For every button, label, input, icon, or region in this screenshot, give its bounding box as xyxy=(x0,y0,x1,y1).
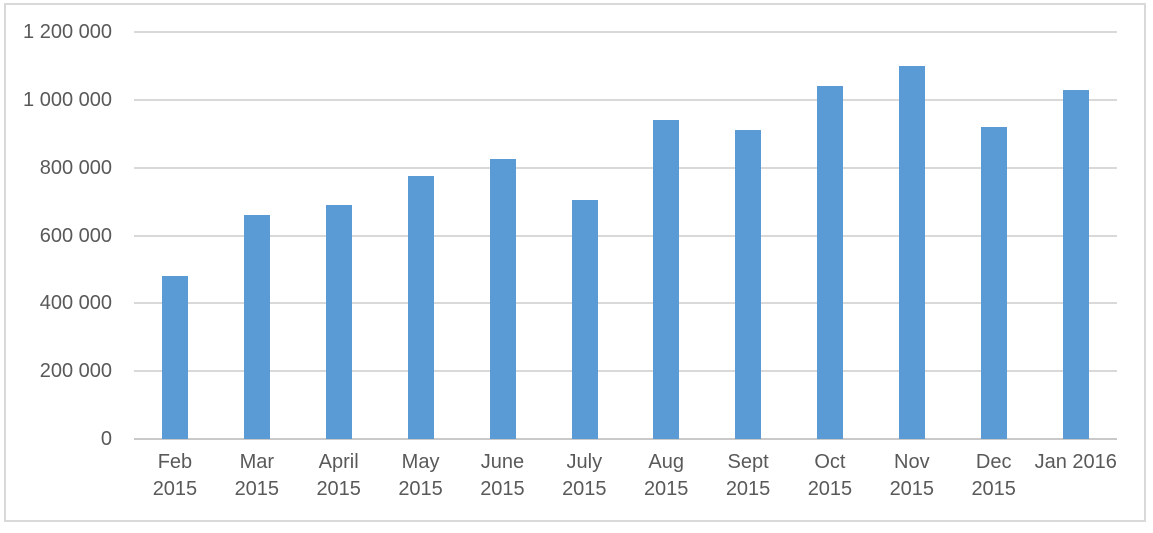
y-axis-labels: 0 200 000 400 000 600 000 800 000 1 000 000 1 … xyxy=(0,22,112,449)
x-tick-label-may-2015: May 2015 xyxy=(380,449,462,503)
x-tick-label-line: Sept xyxy=(727,451,769,473)
x-tick-label-line: 2015 xyxy=(725,478,771,500)
gridline-0 xyxy=(134,438,1117,440)
gridline-200000 xyxy=(134,370,1117,373)
x-tick-label-april-2015: April 2015 xyxy=(298,449,380,503)
bar-nov-2015 xyxy=(899,65,926,439)
bar-cell-jan-2016 xyxy=(1035,32,1117,439)
bar-cell-may-2015 xyxy=(380,32,462,439)
gridline-1000000 xyxy=(134,98,1117,101)
x-tick-label-line: Nov xyxy=(894,451,930,473)
y-tick-label-800000: 800 000 xyxy=(39,156,112,179)
x-tick-label-line: Jan 2016 xyxy=(1034,451,1117,473)
bar-cell-sept-2015 xyxy=(707,32,789,439)
x-tick-label-line: 2015 xyxy=(152,478,198,500)
x-tick-label-june-2015: June 2015 xyxy=(462,449,544,503)
x-tick-label-sept-2015: Sept 2015 xyxy=(707,449,789,503)
x-tick-label-line: 2015 xyxy=(562,478,607,500)
x-tick-label-line: 2015 xyxy=(316,478,361,500)
bar-sept-2015 xyxy=(735,130,762,439)
bar-jan-2016 xyxy=(1063,89,1090,439)
bar-cell-oct-2015 xyxy=(789,32,871,439)
x-tick-label-aug-2015: Aug 2015 xyxy=(625,449,707,503)
bar-june-2015 xyxy=(489,159,516,439)
gridline-1200000 xyxy=(134,31,1117,33)
bar-cell-june-2015 xyxy=(462,32,544,439)
x-tick-label-line: 2015 xyxy=(480,478,525,500)
x-tick-label-line: Mar xyxy=(239,451,275,473)
bar-cell-july-2015 xyxy=(544,32,626,439)
bar-aug-2015 xyxy=(653,120,680,439)
x-tick-label-line: 2015 xyxy=(971,478,1016,500)
bar-oct-2015 xyxy=(817,86,844,439)
y-tick-label-400000: 400 000 xyxy=(39,292,112,315)
gridline-600000 xyxy=(134,234,1117,237)
x-tick-label-july-2015: July 2015 xyxy=(543,449,625,503)
y-tick-label-200000: 200 000 xyxy=(39,360,112,383)
x-axis-labels: Feb 2015 Mar 2015 April 2015 May 2015 June 2015 Ju… xyxy=(134,449,1117,503)
x-tick-label-line: Oct xyxy=(814,451,846,473)
x-tick-label-line: July xyxy=(566,451,603,473)
y-tick-label-1000000: 1 000 000 xyxy=(23,88,112,111)
y-tick-label-1200000: 1 200 000 xyxy=(23,21,112,43)
bar-feb-2015 xyxy=(161,276,188,439)
gridline-800000 xyxy=(134,166,1117,169)
x-tick-label-line: Feb xyxy=(157,451,193,473)
x-tick-label-line: May xyxy=(401,451,440,473)
x-tick-label-line: 2015 xyxy=(807,478,853,500)
x-tick-label-jan-2016: Jan 2016 xyxy=(1035,449,1117,503)
y-tick-label-0: 0 xyxy=(100,428,112,450)
x-tick-label-line: Dec xyxy=(975,451,1012,473)
bar-cell-feb-2015 xyxy=(134,32,216,439)
x-tick-label-line: April xyxy=(318,451,359,473)
x-tick-label-mar-2015: Mar 2015 xyxy=(216,449,298,503)
bar-dec-2015 xyxy=(981,126,1008,439)
x-tick-label-nov-2015: Nov 2015 xyxy=(871,449,953,503)
x-tick-label-dec-2015: Dec 2015 xyxy=(953,449,1035,503)
x-tick-label-line: 2015 xyxy=(643,478,689,500)
bar-series xyxy=(134,32,1117,439)
x-tick-label-oct-2015: Oct 2015 xyxy=(789,449,871,503)
plot-area xyxy=(134,31,1117,440)
bar-cell-nov-2015 xyxy=(871,32,953,439)
bar-april-2015 xyxy=(325,204,352,439)
bar-may-2015 xyxy=(407,176,434,439)
bar-cell-april-2015 xyxy=(298,32,380,439)
y-tick-label-600000: 600 000 xyxy=(39,224,112,247)
bar-cell-mar-2015 xyxy=(216,32,298,439)
bar-mar-2015 xyxy=(243,215,270,439)
bar-cell-dec-2015 xyxy=(953,32,1035,439)
x-tick-label-line: 2015 xyxy=(889,478,935,500)
x-tick-label-line: 2015 xyxy=(234,478,280,500)
gridline-400000 xyxy=(134,302,1117,305)
bar-cell-aug-2015 xyxy=(626,32,708,439)
x-tick-label-line: June xyxy=(480,451,525,473)
bar-july-2015 xyxy=(571,199,598,439)
x-tick-label-line: 2015 xyxy=(398,478,443,500)
x-tick-label-feb-2015: Feb 2015 xyxy=(134,449,216,503)
x-tick-label-line: Aug xyxy=(648,451,684,473)
